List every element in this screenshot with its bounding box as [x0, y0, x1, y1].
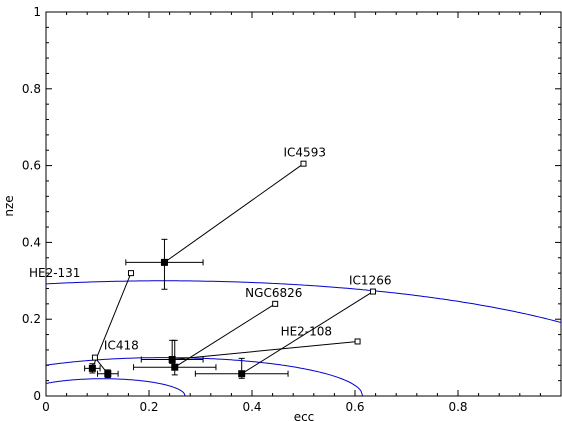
point-label: IC4593 — [284, 146, 326, 160]
y-tick-label: 0.2 — [22, 312, 41, 326]
ticks-layer: 0 0.2 0.4 0.6 0.8 0 0.2 0.4 0.6 0.8 1 — [22, 5, 562, 414]
y-tick-label: 1 — [33, 5, 41, 19]
x-tick-label: 0.4 — [242, 400, 261, 414]
x-tick-label: 0.2 — [139, 400, 158, 414]
curves-layer — [46, 280, 561, 396]
filled-square-marker — [171, 363, 179, 371]
y-axis-label: nze — [2, 195, 16, 216]
filled-square-marker — [88, 364, 96, 372]
y-tick-label: 0.6 — [22, 159, 41, 173]
x-axis-label: ecc — [294, 410, 315, 421]
point-label: IC418 — [104, 339, 139, 353]
y-tick-label: 0.4 — [22, 235, 41, 249]
filled-square-marker — [168, 356, 176, 364]
connector-line — [241, 291, 374, 375]
filled-square-marker — [160, 258, 168, 266]
point-label: HE2-131 — [29, 266, 80, 280]
x-tick-label: 0.6 — [345, 400, 364, 414]
y-tick-label: 0 — [33, 389, 41, 403]
connector-line — [91, 272, 132, 369]
point-label: HE2-108 — [281, 324, 332, 338]
filled-square-marker — [104, 370, 112, 378]
boundary-curve — [46, 378, 186, 396]
open-square-marker — [127, 270, 134, 277]
x-tick-label: 0 — [42, 400, 50, 414]
open-square-marker — [300, 160, 307, 167]
point-label: NGC6826 — [245, 286, 302, 300]
boundary-curve — [46, 280, 561, 323]
boundary-curve — [46, 357, 364, 396]
open-square-marker — [91, 354, 98, 361]
connector-line — [172, 340, 358, 361]
filled-square-marker — [238, 370, 246, 378]
markers-layer — [88, 160, 377, 378]
point-labels-layer: IC4593 HE2-131 NGC6826 IC1266 HE2-108 IC418 — [29, 146, 392, 353]
y-tick-label: 0.8 — [22, 82, 41, 96]
open-square-marker — [370, 288, 377, 295]
point-label: IC1266 — [349, 274, 391, 288]
open-square-marker — [354, 338, 361, 345]
plot-frame — [45, 11, 562, 397]
x-tick-label: 0.8 — [448, 400, 467, 414]
connector-line — [164, 163, 304, 263]
open-square-marker — [272, 300, 279, 307]
connector-line — [174, 303, 276, 368]
